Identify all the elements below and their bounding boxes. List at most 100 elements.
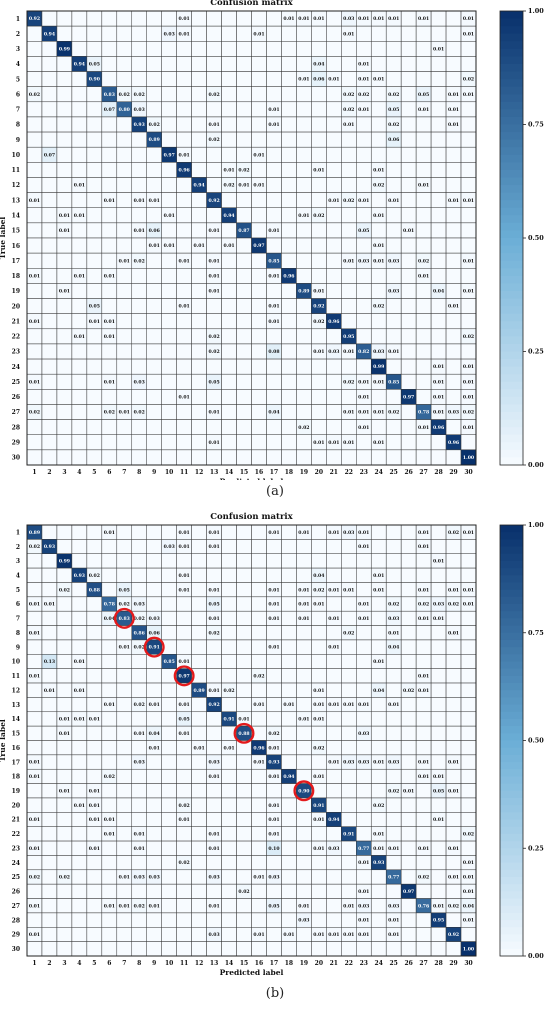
matrix-cell (191, 697, 207, 713)
cell-value-label: 0.01 (179, 31, 190, 37)
matrix-cell (41, 192, 58, 208)
y-tick-label: 26 (12, 394, 20, 401)
cell-value-label: 0.01 (463, 16, 474, 22)
matrix-cell (296, 56, 312, 72)
matrix-cell (236, 86, 252, 103)
cell-value-label: 0.01 (283, 932, 294, 938)
matrix-cell (236, 567, 252, 583)
cell-value-label: 0.96 (328, 319, 339, 325)
matrix-cell (236, 783, 252, 799)
cell-value-label: 0.01 (433, 364, 444, 370)
matrix-cell (266, 389, 282, 405)
matrix-cell (41, 740, 58, 756)
matrix-cell (41, 313, 58, 330)
matrix-cell (341, 177, 357, 193)
y-tick-label: 7 (16, 107, 20, 114)
matrix-cell (296, 328, 312, 345)
matrix-cell (370, 283, 387, 299)
matrix-cell (221, 639, 237, 655)
cell-value-label: 0.01 (104, 379, 115, 385)
matrix-cell (266, 625, 282, 641)
colorbar-segment (500, 812, 523, 821)
colorbar-segment (500, 647, 523, 655)
matrix-cell (41, 582, 58, 598)
matrix-cell (191, 711, 207, 727)
matrix-cell (370, 941, 387, 957)
matrix-cell (370, 553, 387, 569)
matrix-cell (191, 883, 207, 899)
y-tick-label: 16 (12, 243, 20, 250)
matrix-cell (86, 192, 103, 208)
matrix-cell (445, 131, 462, 148)
matrix-cell (415, 328, 432, 345)
matrix-cell (71, 449, 88, 466)
matrix-cell (71, 668, 88, 684)
matrix-cell (341, 283, 357, 299)
matrix-cell (296, 162, 312, 178)
matrix-cell (146, 567, 162, 583)
matrix-cell (296, 101, 312, 118)
cell-value-label: 0.01 (463, 425, 474, 431)
matrix-cell (430, 25, 447, 42)
matrix-cell (131, 812, 147, 827)
cell-value-label: 0.02 (418, 875, 429, 881)
matrix-cell (326, 116, 342, 133)
cell-value-label: 0.13 (44, 659, 55, 665)
matrix-cell (176, 869, 192, 885)
cell-value-label: 0.01 (298, 717, 309, 723)
x-tick-label: 24 (375, 960, 383, 967)
colorbar-segment (500, 18, 523, 27)
matrix-cell (356, 768, 372, 784)
y-tick-label: 16 (12, 745, 20, 752)
matrix-cell (161, 898, 177, 914)
matrix-cell (370, 524, 387, 540)
matrix-cell (400, 162, 417, 178)
y-tick-label: 3 (16, 46, 20, 53)
matrix-cell (460, 116, 477, 133)
matrix-cell (460, 131, 477, 148)
matrix-cell (131, 41, 147, 57)
matrix-cell (236, 419, 252, 435)
matrix-cell (415, 162, 432, 178)
matrix-cell (296, 682, 312, 698)
matrix-cell (101, 222, 118, 239)
matrix-cell (445, 313, 462, 330)
cell-value-label: 0.97 (403, 889, 414, 895)
matrix-cell (71, 404, 88, 420)
cell-value-label: 0.01 (89, 817, 100, 823)
colorbar-segment (500, 185, 523, 194)
matrix-cell (131, 419, 147, 435)
matrix-cell (341, 869, 357, 885)
matrix-cell (326, 56, 342, 72)
matrix-cell (400, 177, 417, 193)
matrix-cell (71, 524, 88, 540)
matrix-cell (116, 711, 133, 727)
cell-value-label: 0.03 (208, 760, 219, 766)
matrix-cell (116, 71, 133, 87)
matrix-cell (56, 358, 73, 375)
matrix-cell (281, 373, 297, 390)
matrix-cell (236, 668, 252, 684)
matrix-cell (236, 131, 252, 148)
matrix-cell (176, 754, 192, 770)
matrix-cell (251, 283, 267, 299)
matrix-cell (311, 654, 327, 669)
matrix-cell (176, 328, 192, 345)
colorbar-segment (500, 819, 523, 828)
matrix-cell (191, 10, 207, 27)
matrix-cell (266, 553, 282, 569)
cell-value-label: 0.01 (59, 289, 70, 295)
matrix-cell (161, 101, 177, 118)
matrix-cell (430, 711, 447, 727)
cell-value-label: 0.01 (74, 213, 85, 219)
matrix-cell (430, 252, 447, 269)
matrix-cell (370, 146, 387, 163)
matrix-cell (251, 567, 267, 583)
matrix-cell (86, 162, 103, 178)
cell-value-label: 0.01 (418, 273, 429, 279)
x-tick-label: 1 (32, 469, 36, 476)
matrix-cell (311, 237, 327, 254)
x-tick-label: 7 (122, 960, 126, 967)
matrix-cell (385, 389, 402, 405)
matrix-cell (221, 71, 237, 87)
